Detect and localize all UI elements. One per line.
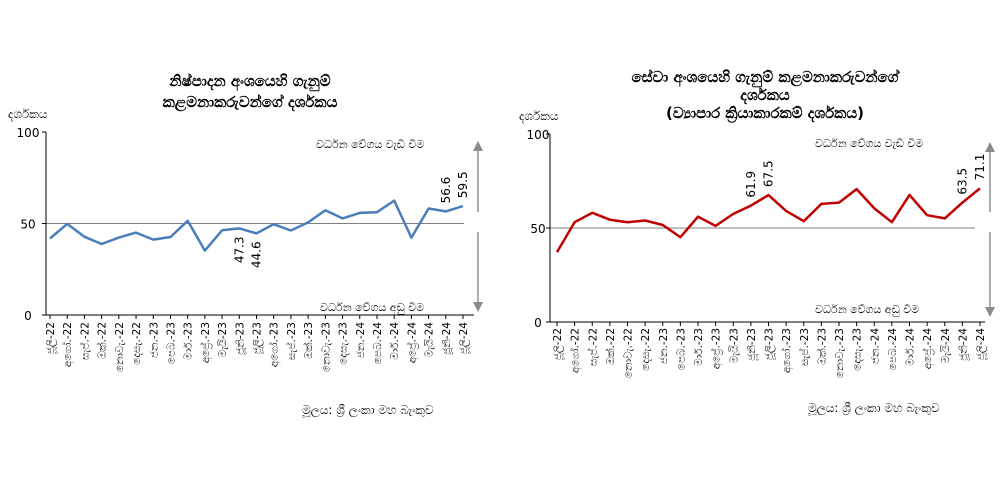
chart1-x-tick-label: අප්‍රේ.-24 (404, 322, 419, 364)
chart1-y-axis-label: දර්ශකය (8, 107, 48, 121)
chart2-x-tick-label: ජූලි-22 (552, 328, 565, 361)
chart2-x-tick-label: නොවැ.-23 (834, 328, 846, 378)
chart2-y-tick-label: 0 (534, 316, 542, 330)
chart2-x-tick-label: මැයි-24 (940, 328, 952, 363)
chart2-plot-area: 0 50 100 ජූලි-22 අගෝ.-22 සැප්.-22 ඔක්.-22 නොවැ.… (527, 128, 995, 378)
chart1-data-label: 59.5 (456, 171, 470, 198)
chart2-y-axis-label: දර්ශකය (519, 109, 559, 123)
chart2-x-tick-label: ජූනි-24 (957, 328, 969, 362)
chart2-x-tick-label: දෙසැ.-23 (852, 328, 864, 371)
chart1-plot-area: 0 50 100 ජූලි-22 අගෝ.-22 සැප්.-22 ඔක්.-22 නොවැ.… (17, 126, 483, 372)
chart1-source: මූලය: ශ්‍රී ලංකා මහ බැංකුව (302, 403, 434, 418)
chart2-data-label: 71.1 (973, 154, 987, 181)
chart2-x-tick-label: ඔක්.-22 (603, 328, 617, 365)
chart1-y-tick-label: 50 (20, 218, 35, 232)
chart1-x-tick-label: නොවැ.-23 (320, 322, 332, 372)
chart2-x-tick-label: අගෝ.-23 (779, 328, 794, 373)
chart1-x-tick-label: පෙබ.-23 (165, 322, 177, 364)
chart2-title-line1: සේවා අංශයෙහි ගැනුම් කළමනාකරුවන්ගේ (632, 68, 901, 88)
chart2-series-line (555, 187, 981, 253)
chart1-x-tick-label: දෙසැ.-23 (338, 322, 350, 365)
chart1-x-tick-label: අගෝ.-23 (267, 322, 282, 367)
chart2-x-tick-label: අගෝ.-22 (568, 328, 583, 373)
chart1-x-tick-label: මාර්.-24 (388, 322, 401, 360)
chart1-x-tick-label: ඔක්.-23 (301, 322, 315, 359)
chart2-x-tick-label: ජූලි-24 (975, 328, 988, 361)
chart1-x-tick-label: මැයි-23 (217, 322, 229, 357)
chart2-x-tick-label: අප්‍රේ.-24 (920, 328, 935, 370)
chart2-x-tick-label: පෙබ.-23 (675, 328, 687, 370)
chart1-x-tick-label: සැප්.-23 (284, 322, 298, 360)
chart1-x-tick-label: අගෝ.-22 (60, 322, 75, 367)
chart1-x-tick-label: ජන.-23 (148, 322, 160, 358)
chart1-data-label: 56.6 (439, 177, 453, 204)
chart1-x-tick-label: නොවැ.-22 (114, 322, 126, 372)
chart1-x-tick-label: ජූලි-24 (458, 322, 471, 355)
chart2-x-tick-label: අප්‍රේ.-23 (709, 328, 724, 369)
chart1-y-tick-label: 0 (24, 309, 32, 323)
chart1-x-tick-label: අප්‍රේ.-23 (198, 322, 213, 363)
chart2-x-tick-label: මාර්.-24 (904, 328, 917, 366)
chart1-y-tick-label: 100 (17, 126, 40, 140)
chart1-down-arrow-icon (473, 302, 483, 312)
chart1-annotation-down: වර්ධන වේගය අඩු වීම (320, 301, 424, 315)
chart1-x-tick-label: ජූනි-24 (441, 322, 453, 356)
chart1-data-label: 44.6 (250, 241, 264, 268)
chart2-x-tick-label: ජන.-23 (658, 328, 670, 364)
chart2-annotation-up: වර්ධන වේගය වැඩි වීම (815, 137, 923, 150)
chart1-x-tick-label: ජන.-24 (355, 322, 367, 358)
chart2-x-tick-label: සැප්.-23 (797, 328, 811, 366)
chart1-x-tick-label: ජූලි-23 (252, 322, 265, 355)
chart1-x-tick-label: මාර්.-23 (182, 322, 195, 360)
chart2-down-arrow-icon (985, 307, 995, 317)
chart2-x-tick-label: ජූලි-23 (764, 328, 777, 361)
chart2-data-label: 67.5 (762, 160, 776, 187)
chart1-x-tick-label: ජූලි-22 (45, 322, 58, 355)
chart1-x-tick-label: ඔක්.-22 (95, 322, 109, 359)
chart2-x-tick-label: ඔක්.-23 (814, 328, 828, 365)
chart1-x-tick-label: පෙබ.-24 (372, 322, 384, 365)
chart2-x-tick-label: මාර්.-23 (692, 328, 705, 366)
chart2-x-tick-label: දෙසැ.-22 (640, 328, 652, 371)
chart2-x-tick-label: පෙබ.-24 (887, 328, 899, 371)
chart2-x-tick-label: නොවැ.-22 (623, 328, 635, 378)
chart1-data-label: 47.3 (232, 236, 246, 263)
chart1-annotation-up: වර්ධන වේගය වැඩි වීම (316, 138, 424, 151)
chart1-up-arrow-icon (473, 141, 483, 151)
chart1-x-tick-label: මැයි-24 (424, 322, 436, 357)
chart2-x-tick-label: ජූනි-23 (746, 328, 758, 362)
chart2-annotation-down: වර්ධන වේගය අඩු වීම (815, 303, 919, 317)
chart1-x-tick-label: දෙසැ.-22 (131, 322, 143, 365)
chart2-title-line3: (ව්‍යාපාර ක්‍රියාකාරකම් දර්ශකය) (666, 104, 864, 124)
chart2-y-tick-label: 100 (527, 128, 550, 142)
chart2-x-tick-label: සැප්.-22 (585, 328, 599, 366)
chart2-up-arrow-icon (985, 142, 995, 152)
chart2-data-label: 63.5 (955, 168, 969, 195)
chart1-x-tick-label: සැප්.-22 (77, 322, 91, 360)
chart1-title-line1: නිෂ්පාදන අංශයෙහි ගැනුම් (168, 72, 330, 92)
chart2-title-line2: දර්ශකය (740, 86, 790, 105)
chart1-series-line (49, 199, 464, 252)
chart2-source: මූලය: ශ්‍රී ලංකා මහ බැංකුව (808, 401, 940, 416)
chart2-x-tick-label: ජන.-24 (869, 328, 881, 364)
chart2-y-tick-label: 50 (530, 222, 545, 236)
chart2-x-tick-label: මැයි-23 (728, 328, 740, 363)
chart1-title-line2: කළමනාකරුවන්ගේ දර්ශකය (163, 93, 338, 112)
chart1-x-tick-label: ජූනි-23 (234, 322, 246, 356)
chart2-data-label: 61.9 (744, 171, 758, 198)
